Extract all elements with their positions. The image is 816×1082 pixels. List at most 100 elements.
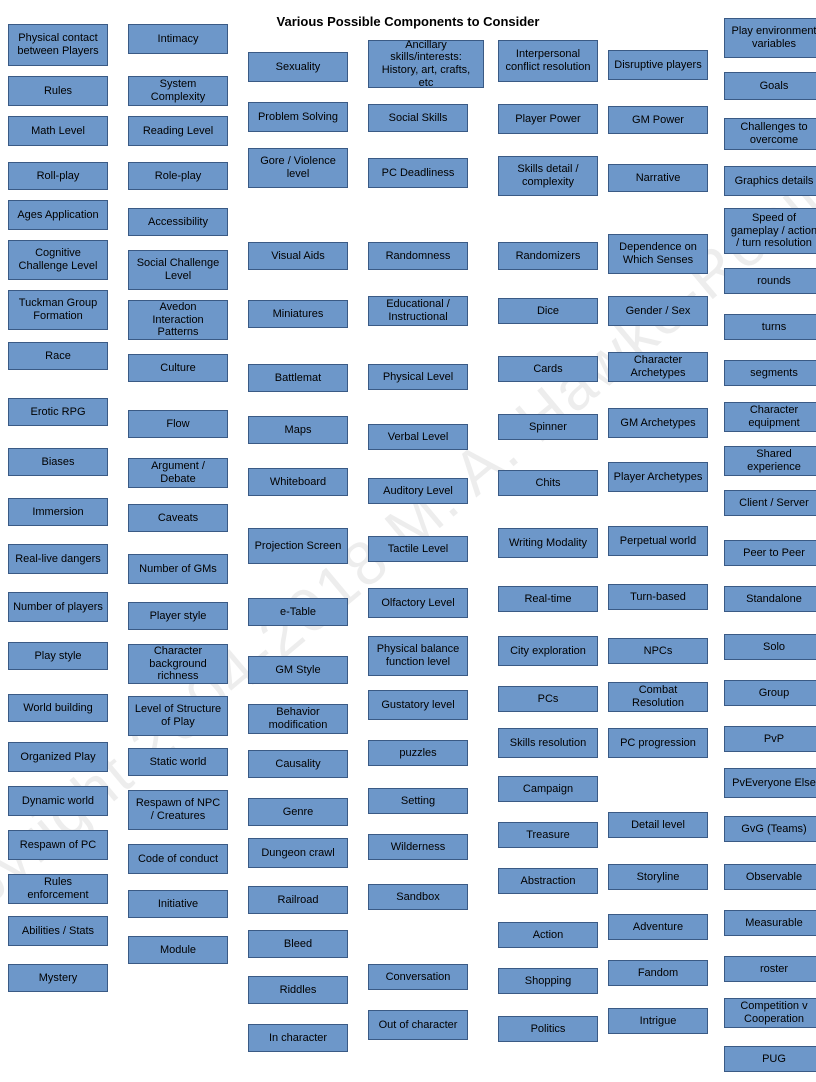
component-box: Action: [498, 922, 598, 948]
column-5: Interpersonal conflict resolution Player …: [498, 40, 598, 1052]
component-box: Player Power: [498, 104, 598, 134]
component-box: Graphics details: [724, 166, 816, 196]
component-box: Miniatures: [248, 300, 348, 328]
component-box: Player style: [128, 602, 228, 630]
component-box: Abilities / Stats: [8, 916, 108, 946]
component-box: Mystery: [8, 964, 108, 992]
component-box: Standalone: [724, 586, 816, 612]
component-box: Peer to Peer: [724, 540, 816, 566]
column-6: Disruptive players GM Power Narrative Depen…: [608, 50, 708, 1044]
component-box: Erotic RPG: [8, 398, 108, 426]
component-box: Role-play: [128, 162, 228, 190]
component-box: Dungeon crawl: [248, 838, 348, 868]
component-box: PvP: [724, 726, 816, 752]
component-box: Static world: [128, 748, 228, 776]
component-box: Character Archetypes: [608, 352, 708, 382]
component-box: Ancillary skills/interests: History, art…: [368, 40, 484, 88]
component-box: Verbal Level: [368, 424, 468, 450]
component-box: Whiteboard: [248, 468, 348, 496]
component-box: Perpetual world: [608, 526, 708, 556]
component-box: Conversation: [368, 964, 468, 990]
component-box: Physical contact between Players: [8, 24, 108, 66]
component-box: Visual Aids: [248, 242, 348, 270]
component-box: System Complexity: [128, 76, 228, 106]
page-title: Various Possible Components to Consider: [0, 14, 816, 29]
component-box: Writing Modality: [498, 528, 598, 558]
component-box: Module: [128, 936, 228, 964]
component-box: PCs: [498, 686, 598, 712]
component-box: Turn-based: [608, 584, 708, 610]
component-box: GM Power: [608, 106, 708, 134]
component-box: Solo: [724, 634, 816, 660]
component-box: City exploration: [498, 636, 598, 666]
component-box: Adventure: [608, 914, 708, 940]
component-box: Roll-play: [8, 162, 108, 190]
component-box: Abstraction: [498, 868, 598, 894]
component-box: Skills detail / complexity: [498, 156, 598, 196]
component-box: Dynamic world: [8, 786, 108, 816]
component-box: Speed of gameplay / action / turn resolu…: [724, 208, 816, 254]
component-box: Maps: [248, 416, 348, 444]
component-box: World building: [8, 694, 108, 722]
component-box: Interpersonal conflict resolution: [498, 40, 598, 82]
component-box: Shopping: [498, 968, 598, 994]
component-box: Avedon Interaction Patterns: [128, 300, 228, 340]
component-box: Behavior modification: [248, 704, 348, 734]
component-box: Immersion: [8, 498, 108, 526]
component-box: Character background richness: [128, 644, 228, 684]
component-box: Rules enforcement: [8, 874, 108, 904]
component-box: Randomness: [368, 242, 468, 270]
component-box: Olfactory Level: [368, 588, 468, 618]
component-box: Tuckman Group Formation: [8, 290, 108, 330]
component-box: Real-time: [498, 586, 598, 612]
component-box: turns: [724, 314, 816, 340]
component-box: Disruptive players: [608, 50, 708, 80]
component-box: Projection Screen: [248, 528, 348, 564]
component-box: Challenges to overcome: [724, 118, 816, 150]
component-box: PC progression: [608, 728, 708, 758]
component-box: Number of GMs: [128, 554, 228, 584]
component-box: Number of players: [8, 592, 108, 622]
component-box: Real-live dangers: [8, 544, 108, 574]
component-box: Rules: [8, 76, 108, 106]
component-box: Gender / Sex: [608, 296, 708, 326]
component-box: Storyline: [608, 864, 708, 890]
component-box: Railroad: [248, 886, 348, 914]
component-box: Organized Play: [8, 742, 108, 772]
component-box: GM Style: [248, 656, 348, 684]
component-box: GM Archetypes: [608, 408, 708, 438]
component-box: Setting: [368, 788, 468, 814]
component-box: Fandom: [608, 960, 708, 986]
component-box: Level of Structure of Play: [128, 696, 228, 736]
component-box: Shared experience: [724, 446, 816, 476]
component-box: Cards: [498, 356, 598, 382]
component-box: Detail level: [608, 812, 708, 838]
component-box: Skills resolution: [498, 728, 598, 758]
component-box: Riddles: [248, 976, 348, 1004]
component-box: Physical balance function level: [368, 636, 468, 676]
component-box: Respawn of NPC / Creatures: [128, 790, 228, 830]
column-1: Physical contact between PlayersRulesMat…: [8, 24, 108, 1002]
component-box: PvEveryone Else: [724, 768, 816, 798]
component-box: Problem Solving: [248, 102, 348, 132]
component-box: Play style: [8, 642, 108, 670]
component-box: PC Deadliness: [368, 158, 468, 188]
component-box: Code of conduct: [128, 844, 228, 874]
component-box: Dependence on Which Senses: [608, 234, 708, 274]
column-2: IntimacySystem ComplexityReading LevelRo…: [128, 24, 228, 974]
component-box: Sandbox: [368, 884, 468, 910]
component-box: Tactile Level: [368, 536, 468, 562]
component-box: Gore / Violence level: [248, 148, 348, 188]
component-box: Narrative: [608, 164, 708, 192]
column-3: SexualityProblem SolvingGore / Violence …: [248, 52, 348, 1062]
component-box: Bleed: [248, 930, 348, 958]
component-box: Campaign: [498, 776, 598, 802]
component-box: Player Archetypes: [608, 462, 708, 492]
component-box: Competition v Cooperation: [724, 998, 816, 1028]
component-box: Politics: [498, 1016, 598, 1042]
component-box: Ages Application: [8, 200, 108, 230]
component-box: Flow: [128, 410, 228, 438]
component-box: Social Challenge Level: [128, 250, 228, 290]
component-box: Auditory Level: [368, 478, 468, 504]
component-box: Cognitive Challenge Level: [8, 240, 108, 280]
